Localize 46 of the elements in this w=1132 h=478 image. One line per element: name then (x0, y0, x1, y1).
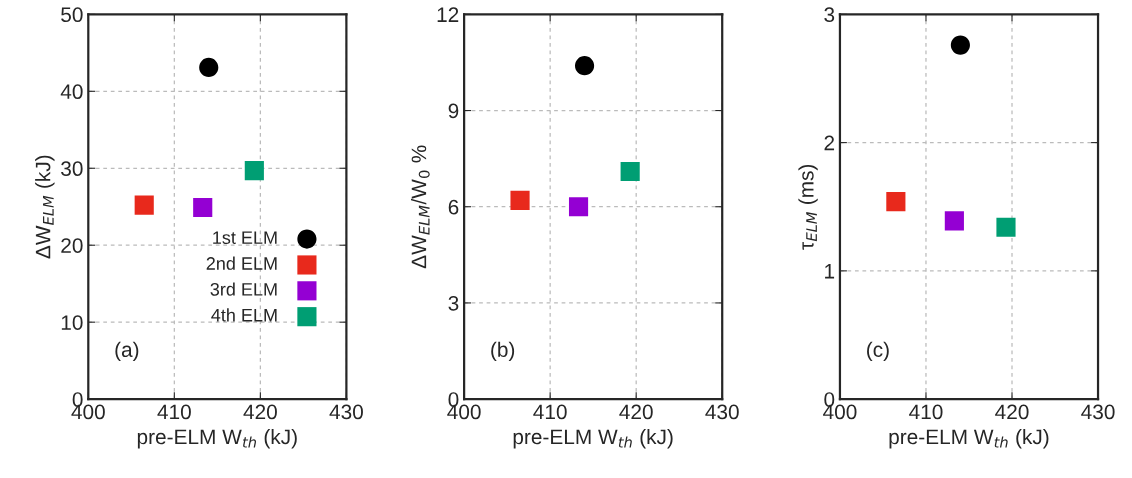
point (134, 195, 154, 215)
point (950, 35, 970, 55)
x-tick-label: 430 (329, 404, 363, 420)
y-tick-label: 1 (825, 264, 835, 279)
point (886, 192, 906, 212)
point (944, 211, 964, 231)
x-tick-label: 430 (705, 404, 739, 420)
y-axis-title: τ$_{ELM}$ (ms) (798, 164, 818, 250)
y-tick-label: 20 (61, 238, 83, 253)
y-tick-label: 10 (61, 315, 83, 330)
point (574, 56, 595, 76)
y-tick-label: 2 (824, 135, 835, 151)
annotation: (b) (491, 341, 515, 362)
legend-label: 1st ELM (213, 231, 277, 245)
y-tick-label: 30 (61, 161, 83, 177)
x-tick-label: 430 (1081, 404, 1115, 420)
point (620, 161, 640, 182)
x-axis-title: pre-ELM W$_{th}$ (kJ) (889, 428, 1049, 449)
y-tick-label: 3 (448, 295, 459, 311)
legend-label: 4th ELM (211, 308, 277, 322)
point (568, 197, 589, 217)
x-axis-title: pre-ELM W$_{th}$ (kJ) (513, 428, 673, 449)
annotation: (c) (867, 341, 889, 362)
y-axis-title: ΔW$_{ELM}$/W$_{0}$ % (411, 145, 430, 269)
x-tick-label: 410 (909, 404, 943, 420)
y-tick-label: 50 (61, 7, 83, 23)
y-tick-label: 9 (448, 103, 459, 119)
point (193, 197, 213, 218)
legend-label: 2nd ELM (206, 256, 277, 270)
x-tick-label: 410 (157, 404, 191, 420)
point (510, 190, 530, 210)
x-tick-label: 420 (243, 404, 277, 420)
x-tick-label: 410 (533, 404, 567, 420)
point (996, 217, 1016, 237)
x-tick-label: 420 (619, 404, 653, 420)
annotation: (a) (115, 341, 139, 362)
y-axis-title: ΔW$_{ELM}$ (kJ) (35, 155, 55, 259)
y-tick-label: 12 (437, 7, 459, 22)
y-tick-label: 6 (448, 199, 459, 215)
y-tick-label: 40 (60, 84, 83, 100)
y-tick-label: 3 (824, 7, 835, 23)
legend-label: 3rd ELM (210, 282, 277, 296)
point (244, 160, 264, 181)
x-tick-label: 420 (995, 404, 1029, 420)
x-axis-title: pre-ELM W$_{th}$ (kJ) (137, 428, 297, 449)
point (199, 57, 219, 78)
